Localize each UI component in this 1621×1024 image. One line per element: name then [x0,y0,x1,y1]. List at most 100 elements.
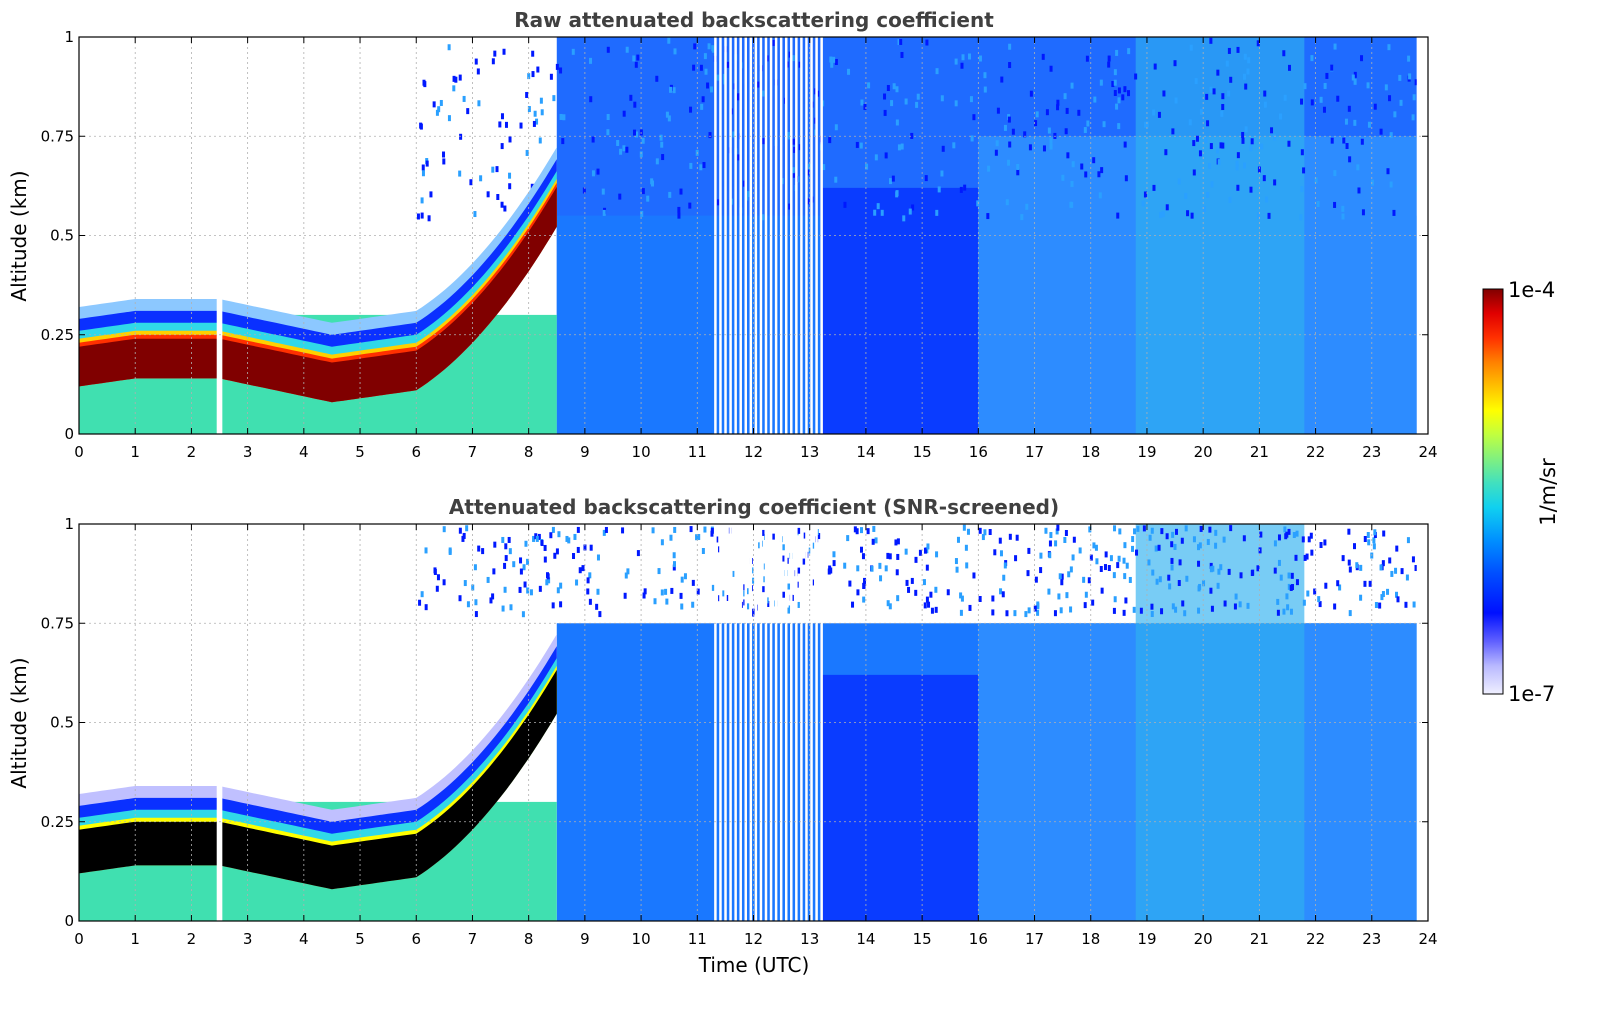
noise-speckle [1113,596,1117,603]
noise-speckle [1324,582,1328,589]
noise-speckle [559,582,563,589]
noise-speckle [452,85,456,92]
noise-speckle [1098,192,1102,199]
noise-speckle [802,558,806,565]
noise-speckle [602,209,606,216]
noise-speckle [699,64,703,71]
noise-speckle [1273,179,1277,186]
noise-speckle [1379,128,1383,135]
noise-speckle [732,570,736,577]
noise-speckle [737,94,741,101]
noise-speckle [1258,547,1262,554]
noise-speckle [1214,542,1218,549]
noise-speckle [1347,105,1351,112]
data-gap-stripe [790,524,793,921]
noise-speckle [476,68,480,75]
noise-speckle [635,131,639,138]
noise-speckle [474,599,478,606]
noise-speckle [1178,559,1182,566]
grid [79,37,1428,434]
noise-speckle [1227,47,1231,54]
noise-speckle [843,201,847,208]
noise-speckle [900,143,904,150]
noise-speckle [523,581,527,588]
noise-speckle [1208,162,1212,169]
noise-speckle [1184,525,1188,532]
noise-speckle [567,537,571,544]
noise-speckle [900,51,904,58]
x-tick-label: 20 [1194,930,1213,948]
noise-speckle [1063,93,1067,100]
noise-speckle [1302,167,1306,174]
noise-speckle [1148,534,1152,541]
data-gap-stripe [774,524,778,921]
noise-speckle [761,214,765,221]
noise-speckle [588,598,592,605]
x-tick-label: 14 [856,443,875,461]
noise-speckle [1070,201,1074,208]
noise-speckle [1091,599,1095,606]
noise-speckle [1083,602,1087,609]
noise-speckle [1123,573,1127,580]
noise-speckle [954,100,958,107]
noise-speckle [1157,544,1161,551]
noise-speckle [1024,611,1028,618]
noise-speckle [1242,535,1246,542]
noise-speckle [1072,536,1076,543]
noise-speckle [1123,542,1127,549]
x-tick-label: 24 [1418,443,1437,461]
noise-speckle [507,536,511,543]
noise-speckle [1044,527,1048,534]
noise-speckle [791,167,795,174]
noise-speckle [1008,141,1012,148]
noise-speckle [1204,136,1208,143]
noise-speckle [598,611,602,618]
noise-speckle [940,95,944,102]
noise-speckle [1360,138,1364,145]
noise-speckle [751,608,755,615]
noise-speckle [1111,81,1115,88]
noise-speckle [669,86,673,93]
noise-speckle [994,149,998,156]
noise-speckle [557,531,561,538]
x-tick-label: 8 [524,443,534,461]
noise-speckle [683,573,687,580]
noise-speckle [1008,62,1012,69]
noise-speckle [999,588,1003,595]
noise-speckle [859,142,863,149]
noise-speckle [895,569,899,576]
noise-speckle [650,180,654,187]
noise-speckle [533,110,537,117]
noise-speckle [1065,107,1069,114]
noise-speckle [1287,583,1291,590]
noise-speckle [1070,82,1074,89]
noise-speckle [504,555,508,562]
noise-speckle [1084,591,1088,598]
noise-speckle [1116,212,1120,219]
noise-speckle [427,215,431,222]
noise-speckle [922,579,926,586]
noise-speckle [1150,527,1154,534]
noise-speckle [1117,87,1121,94]
noise-speckle [1164,149,1168,156]
noise-speckle [787,607,791,614]
noise-speckle [551,602,555,609]
noise-speckle [1373,103,1377,110]
noise-speckle [1386,168,1390,175]
noise-speckle [660,539,664,546]
noise-speckle [793,146,797,153]
noise-speckle [1363,536,1367,543]
noise-speckle [1047,127,1051,134]
noise-speckle [493,541,497,548]
noise-speckle [983,86,987,93]
noise-speckle [466,108,470,115]
noise-speckle [1023,131,1027,138]
y-tick-label: 0.5 [50,227,74,245]
noise-speckle [1283,526,1287,533]
noise-speckle [651,527,655,534]
y-tick-label: 1 [64,515,74,533]
noise-speckle [1124,597,1128,604]
noise-speckle [808,547,812,554]
noise-speckle [1310,99,1314,106]
noise-speckle [934,606,938,613]
